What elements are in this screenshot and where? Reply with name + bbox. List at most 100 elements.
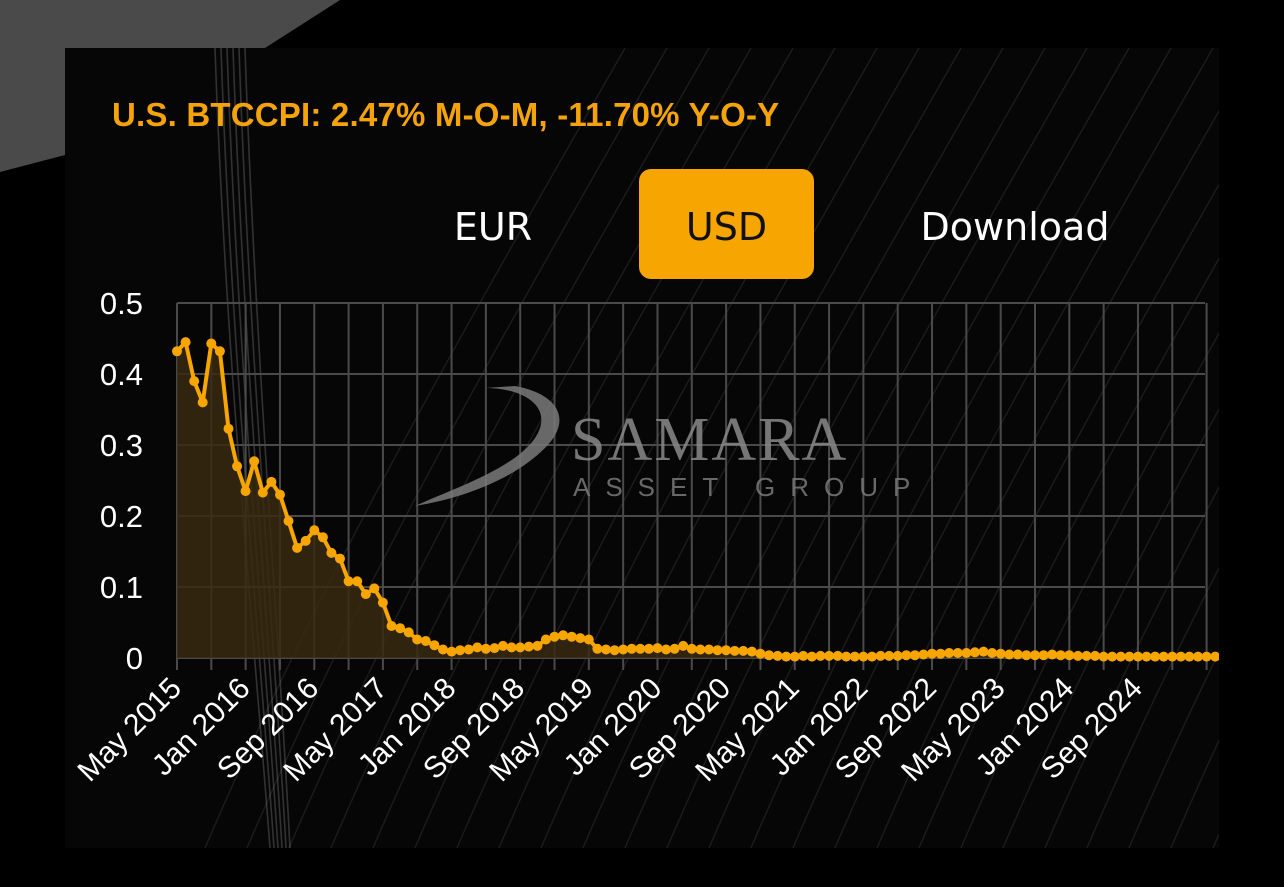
data-point (1090, 650, 1101, 661)
data-point (1167, 651, 1178, 662)
tab-eur[interactable]: EUR (453, 205, 533, 249)
background-curve (666, 48, 1088, 848)
data-point (395, 623, 406, 634)
data-point (1115, 651, 1126, 662)
background-curve (456, 48, 878, 848)
data-point (172, 346, 182, 357)
y-axis-ticks: 0 0.1 0.2 0.3 0.4 0.5 (100, 286, 143, 676)
data-point (875, 650, 886, 661)
data-point (1133, 651, 1143, 662)
background-curve (330, 48, 752, 848)
data-point (712, 645, 723, 656)
background-curve (960, 331, 1219, 848)
data-point (969, 647, 980, 658)
background-curve (1086, 566, 1219, 848)
data-point (249, 456, 260, 467)
data-point (326, 547, 337, 558)
background-curve (1044, 485, 1219, 848)
data-points (172, 337, 1219, 662)
background-curve (246, 48, 668, 848)
download-button[interactable]: Download (920, 205, 1110, 249)
data-point (944, 648, 955, 658)
data-point (283, 516, 294, 526)
corner-decoration (0, 0, 340, 172)
data-point (884, 650, 895, 661)
background-curve (288, 48, 710, 848)
data-point (377, 597, 388, 608)
data-point (789, 651, 800, 662)
data-point (987, 648, 998, 658)
data-point (867, 651, 877, 662)
data-point (918, 649, 929, 660)
data-point (386, 621, 397, 631)
data-point (489, 643, 500, 654)
data-point (566, 631, 577, 642)
data-point (180, 337, 191, 348)
background-curve (708, 48, 1130, 848)
grid (176, 302, 1208, 670)
background-curve (624, 48, 1046, 848)
background-curve (204, 48, 626, 848)
data-point (1038, 650, 1049, 661)
data-point (232, 461, 243, 472)
data-point (695, 644, 706, 655)
data-point (257, 487, 268, 498)
data-point (661, 644, 672, 655)
data-point (592, 643, 603, 654)
data-point (275, 489, 285, 500)
data-point (601, 644, 611, 655)
background-curve (834, 109, 1219, 848)
data-point (438, 644, 448, 655)
background-curve (918, 256, 1219, 848)
data-point (189, 376, 200, 387)
background-curve (498, 48, 920, 848)
data-point (746, 646, 757, 657)
data-point (721, 645, 732, 656)
data-point (678, 640, 689, 651)
data-point (1047, 649, 1058, 660)
background-curve (750, 48, 1172, 848)
data-point (1012, 649, 1023, 660)
data-point (429, 640, 440, 651)
data-point (764, 650, 774, 661)
data-point (403, 627, 414, 638)
data-point (575, 633, 586, 644)
data-point (197, 397, 208, 408)
data-point (927, 648, 937, 659)
data-point (549, 631, 560, 642)
data-point (1184, 651, 1195, 662)
data-point (472, 642, 483, 653)
data-point (618, 644, 629, 655)
data-point (506, 642, 517, 653)
data-point (412, 634, 423, 645)
data-point (515, 642, 526, 653)
data-point (1158, 651, 1169, 662)
data-point (643, 643, 654, 654)
data-point (206, 338, 217, 349)
data-point (1081, 650, 1092, 661)
data-point (1055, 650, 1066, 661)
data-point (214, 346, 225, 357)
data-point (798, 650, 809, 661)
data-point (532, 640, 543, 651)
data-point (1201, 651, 1212, 662)
data-point (995, 648, 1006, 659)
data-point (686, 643, 697, 654)
y-tick-label: 0 (126, 641, 143, 676)
data-point (909, 650, 920, 661)
data-point (669, 643, 680, 654)
data-point (635, 643, 646, 654)
data-point (223, 423, 234, 434)
data-point (1175, 651, 1186, 662)
data-point (583, 634, 594, 645)
tab-usd[interactable]: USD (639, 169, 814, 279)
data-point (1030, 650, 1040, 661)
y-tick-label: 0.3 (100, 428, 143, 463)
area-fill (177, 342, 1216, 658)
background-curve (414, 48, 836, 848)
samara-watermark: SAMARA ASSET GROUP (415, 386, 910, 506)
data-point (558, 630, 569, 641)
data-point (841, 651, 852, 662)
data-point (463, 644, 474, 655)
